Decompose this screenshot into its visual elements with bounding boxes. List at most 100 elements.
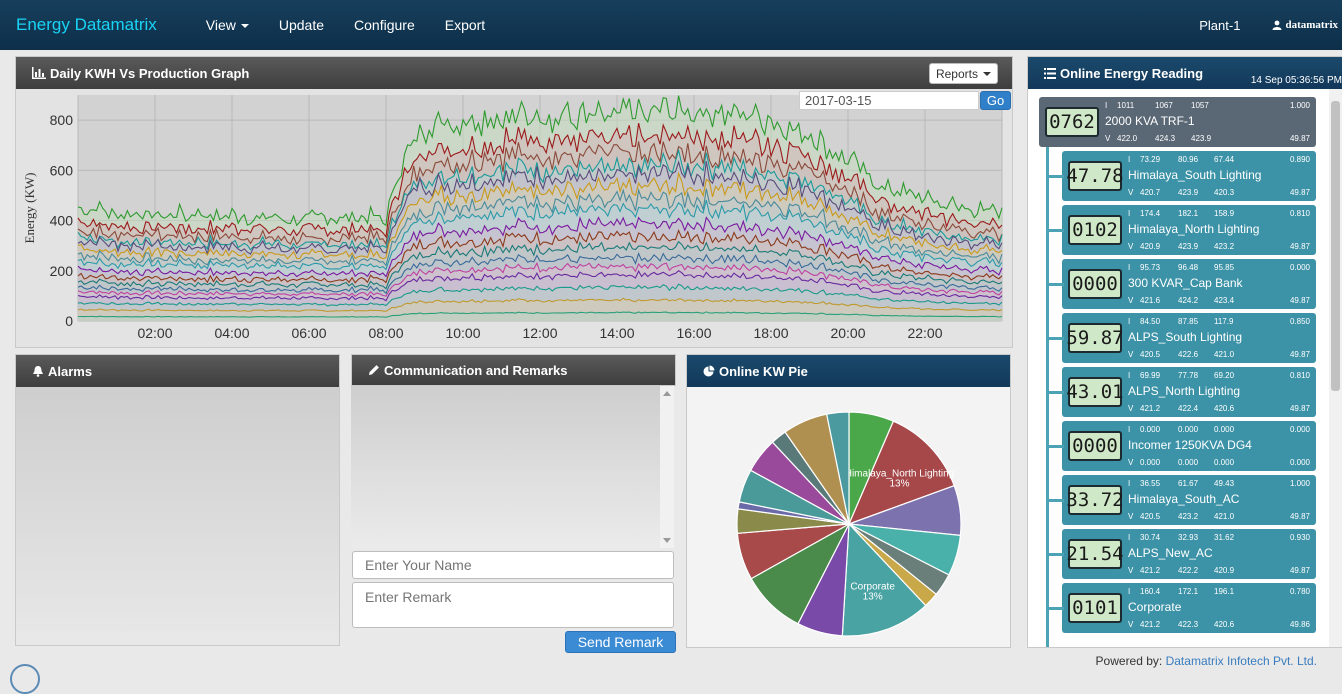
meter-card[interactable]: 0000 I 0.000 0.000 0.000 0.000 Incomer 1250KVA… (1062, 421, 1316, 471)
user-menu[interactable]: datamatrix (1272, 19, 1338, 31)
current-b: 196.1 (1214, 587, 1235, 596)
meter-name: 300 KVAR_Cap Bank (1128, 276, 1243, 290)
remark-textarea[interactable] (352, 582, 674, 628)
power-factor: 0.810 (1289, 371, 1310, 380)
current-r: 174.4 (1140, 209, 1161, 218)
scroll-up-icon[interactable] (663, 391, 671, 396)
y-tick-label: 600 (50, 162, 74, 178)
bar-chart-icon (32, 67, 46, 79)
x-tick-label: 08:00 (368, 325, 403, 341)
voltage-b: 420.6 (1214, 404, 1235, 413)
pie-panel-header: Online KW Pie (687, 355, 1010, 387)
brand-logo-text[interactable]: Energy Datamatrix (16, 15, 157, 34)
lcd-display: 21.54 (1066, 539, 1124, 569)
voltage-row: V 421.2 422.3 420.6 49.86 (1128, 620, 1310, 630)
voltage-row: V 421.2 422.2 420.9 49.87 (1128, 566, 1310, 576)
x-tick-label: 02:00 (137, 325, 172, 341)
meter-name: ALPS_North Lighting (1128, 384, 1241, 398)
nav-update[interactable]: Update (278, 17, 325, 33)
current-b: 69.20 (1214, 371, 1235, 380)
meter-card[interactable]: 59.87 I 84.50 87.85 117.9 0.850 ALPS_South Lig… (1062, 313, 1316, 363)
tree-line (1046, 147, 1049, 647)
send-remark-button[interactable]: Send Remark (565, 631, 676, 653)
remarks-panel: Communication and Remarks Send Remark (351, 354, 676, 654)
nav-export[interactable]: Export (444, 17, 486, 33)
alarms-panel-title: Alarms (48, 363, 93, 379)
reading-scroll-thumb[interactable] (1331, 101, 1340, 391)
current-y: 32.93 (1178, 533, 1199, 542)
voltage-y: 424.2 (1178, 296, 1199, 305)
current-y: 0.000 (1178, 425, 1199, 434)
series-line (77, 216, 1003, 278)
date-input[interactable] (799, 91, 979, 110)
lcd-display: 43.01 (1066, 377, 1124, 407)
current-b: 1057 (1191, 101, 1209, 110)
current-r: 1011 (1117, 101, 1135, 110)
current-y: 172.1 (1178, 587, 1199, 596)
pie-panel: Online KW Pie Himalaya_North Lighting 13%… (686, 354, 1011, 648)
main-meter-card[interactable]: 0762 I 1011 1067 1057 1.000 2000 KVA TRF-1 V 422… (1039, 97, 1316, 147)
caret-down-icon (240, 24, 249, 29)
y-tick-label: 800 (50, 112, 74, 128)
meter-card[interactable]: 0102 I 174.4 182.1 158.9 0.810 Himalaya_North … (1062, 205, 1316, 255)
reading-list: 0762 I 1011 1067 1057 1.000 2000 KVA TRF-1 V 422… (1028, 89, 1341, 647)
power-factor: 0.780 (1289, 587, 1310, 596)
plant-selector[interactable]: Plant-1 (1199, 17, 1241, 33)
voltage-b: 423.9 (1191, 134, 1212, 143)
current-label: I (1128, 317, 1131, 326)
current-label: I (1128, 587, 1131, 596)
frequency: 49.87 (1289, 512, 1310, 521)
power-factor: 1.000 (1289, 101, 1310, 110)
meter-card[interactable]: 0000 I 95.73 96.48 95.85 0.000 300 KVAR_Cap Ba… (1062, 259, 1316, 309)
current-y: 87.85 (1178, 317, 1199, 326)
current-b: 49.43 (1214, 479, 1235, 488)
nav-configure[interactable]: Configure (354, 17, 415, 33)
power-factor: 0.930 (1289, 533, 1310, 542)
meter-card[interactable]: 43.01 I 69.99 77.78 69.20 0.810 ALPS_North Lig… (1062, 367, 1316, 417)
frequency: 49.86 (1289, 620, 1310, 629)
series-line (77, 297, 1003, 313)
current-label: I (1128, 155, 1131, 164)
voltage-row: V 420.9 423.9 423.2 49.87 (1128, 242, 1310, 252)
pie-panel-title: Online KW Pie (719, 363, 808, 379)
current-r: 36.55 (1140, 479, 1161, 488)
series-line (77, 269, 1003, 302)
current-row: I 95.73 96.48 95.85 0.000 (1128, 263, 1310, 273)
current-row: I 69.99 77.78 69.20 0.810 (1128, 371, 1310, 381)
reports-dropdown[interactable]: Reports (928, 63, 998, 84)
tree-connector (1046, 607, 1064, 610)
meter-card[interactable]: 0101 I 160.4 172.1 196.1 0.780 Corporate V 421.2… (1062, 583, 1316, 633)
meter-card[interactable]: 21.54 I 30.74 32.93 31.62 0.930 ALPS_New_AC V 42… (1062, 529, 1316, 579)
nav-view[interactable]: View (191, 17, 264, 33)
frequency: 49.87 (1289, 296, 1310, 305)
voltage-b: 421.0 (1214, 512, 1235, 521)
go-button[interactable]: Go (980, 91, 1011, 110)
voltage-r: 421.6 (1140, 296, 1161, 305)
power-factor: 0.000 (1289, 425, 1310, 434)
voltage-r: 420.5 (1140, 512, 1161, 521)
reading-scrollbar[interactable] (1329, 89, 1342, 647)
current-y: 1067 (1155, 101, 1173, 110)
reading-panel-header: Online Energy Reading 14 Sep 05:36:56 PM (1028, 57, 1342, 89)
reading-datetime: 14 Sep 05:36:56 PM (1250, 75, 1342, 86)
x-tick-label: 20:00 (830, 325, 865, 341)
voltage-label: V (1128, 566, 1134, 575)
lcd-display: 59.87 (1066, 323, 1124, 353)
remarks-scrollbar[interactable] (660, 386, 674, 548)
name-input[interactable] (352, 551, 674, 579)
series-line (77, 95, 1003, 227)
voltage-b: 420.3 (1214, 188, 1235, 197)
meter-card[interactable]: 33.72 I 36.55 61.67 49.43 1.000 Himalaya_South… (1062, 475, 1316, 525)
current-y: 80.96 (1178, 155, 1199, 164)
y-tick-label: 0 (65, 313, 73, 329)
scroll-down-icon[interactable] (663, 538, 671, 543)
voltage-r: 0.000 (1140, 458, 1161, 467)
footer-company-link[interactable]: Datamatrix Infotech Pvt. Ltd. (1165, 654, 1317, 668)
voltage-b: 420.9 (1214, 566, 1235, 575)
alarms-panel-header: Alarms (16, 355, 339, 387)
x-tick-label: 16:00 (676, 325, 711, 341)
meter-card[interactable]: 47.78 I 73.29 80.96 67.44 0.890 Himalaya_South… (1062, 151, 1316, 201)
voltage-row: V 420.5 423.2 421.0 49.87 (1128, 512, 1310, 522)
current-label: I (1128, 371, 1131, 380)
